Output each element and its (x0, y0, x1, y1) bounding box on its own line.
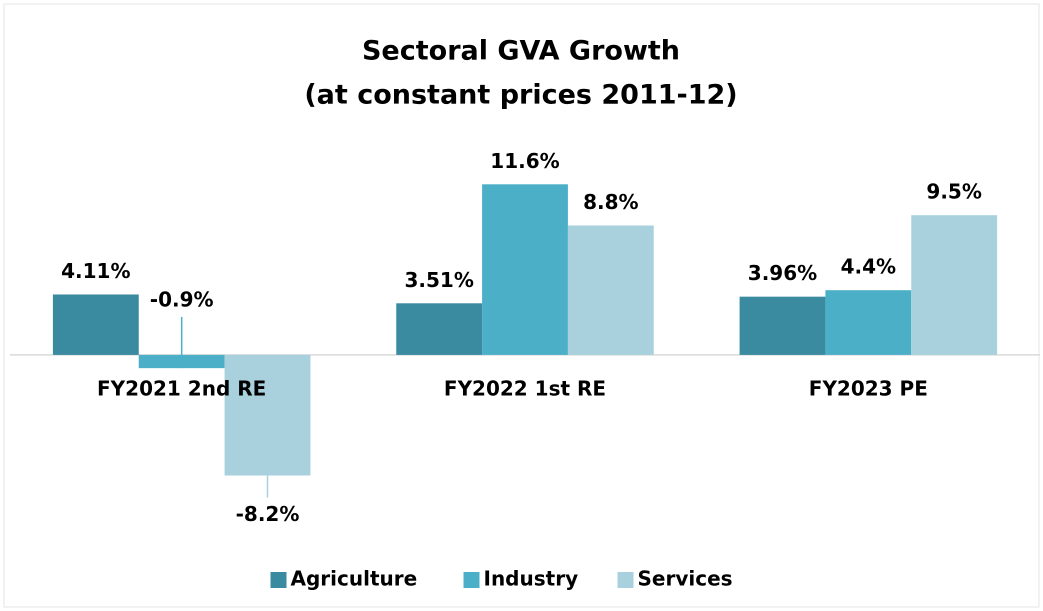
data-label: 11.6% (490, 149, 559, 173)
bar (482, 184, 568, 355)
legend-label: Industry (484, 567, 579, 591)
data-label: 4.11% (61, 259, 130, 283)
bar (911, 215, 998, 355)
data-label: 4.4% (841, 255, 896, 279)
legend-label: Services (638, 567, 733, 591)
data-label: 3.51% (404, 268, 473, 292)
legend-swatch (270, 572, 287, 588)
data-label: 9.5% (926, 180, 981, 204)
legend-label: Agriculture (291, 567, 418, 591)
bar (739, 296, 826, 355)
legend-swatch (617, 572, 634, 588)
chart-title: Sectoral GVA Growth (362, 36, 680, 67)
x-tick-label: FY2023 PE (809, 376, 928, 400)
data-label: 3.96% (748, 261, 817, 285)
x-tick-label: FY2021 2nd RE (97, 376, 266, 400)
bar (825, 290, 912, 355)
bar (567, 225, 654, 355)
data-label: -0.9% (150, 287, 214, 311)
bar (224, 354, 311, 476)
chart-subtitle: (at constant prices 2011-12) (304, 80, 737, 111)
data-label: 8.8% (583, 190, 638, 214)
bar (396, 303, 483, 355)
bar (52, 294, 139, 355)
data-label: -8.2% (236, 502, 300, 526)
legend-swatch (463, 572, 480, 588)
x-tick-label: FY2022 1st RE (444, 376, 606, 400)
